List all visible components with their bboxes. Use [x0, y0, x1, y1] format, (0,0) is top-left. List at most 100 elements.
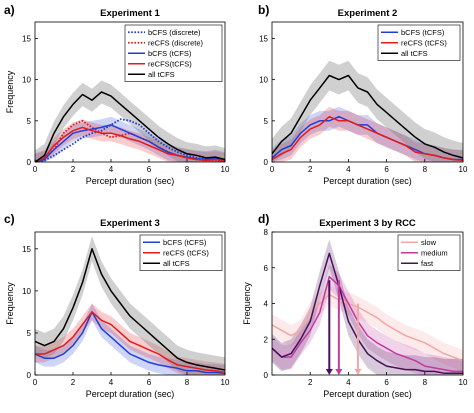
x-tick-label: 0 — [270, 165, 275, 174]
y-tick-label: 0 — [264, 158, 269, 167]
chart-title: Experiment 1 — [100, 8, 160, 19]
x-tick-label: 10 — [459, 165, 468, 174]
x-tick-label: 10 — [221, 165, 230, 174]
median-arrowhead — [335, 369, 343, 375]
x-tick-label: 10 — [459, 378, 468, 387]
series-line — [35, 311, 225, 375]
legend: bCFS (discrete)reCFS (discrete) bCFS (tCF… — [124, 24, 223, 82]
legend-label: all tCFS — [163, 259, 190, 268]
x-tick-label: 2 — [71, 378, 76, 387]
legend-box — [377, 24, 461, 61]
plot-area — [272, 239, 463, 375]
series-line — [272, 74, 463, 159]
x-axis-label: Percept duration (sec) — [86, 176, 175, 186]
series-line — [272, 275, 463, 373]
error-band — [272, 239, 463, 375]
plot-area — [272, 60, 463, 162]
x-axis-label: Percept duration (sec) — [323, 389, 412, 399]
legend-label: bCFS (tCFS) — [401, 28, 445, 37]
y-tick-label: 15 — [22, 245, 31, 254]
x-tick-label: 6 — [384, 165, 389, 174]
y-tick-label: 10 — [22, 76, 31, 85]
chart-title: Experiment 3 — [100, 218, 160, 229]
series-line — [35, 118, 225, 162]
median-arrowhead — [325, 369, 333, 375]
y-tick-label: 5 — [264, 117, 269, 126]
legend-label: medium — [421, 248, 448, 257]
y-tick-label: 0 — [264, 371, 269, 380]
x-tick-label: 6 — [147, 165, 152, 174]
chart-title: Experiment 2 — [338, 8, 398, 19]
x-tick-label: 8 — [185, 165, 190, 174]
y-axis-label: Frequency — [5, 70, 15, 113]
legend-label: reCFS(tCFS) — [148, 59, 192, 68]
y-tick-label: 6 — [264, 264, 269, 273]
legend-label: all tCFS — [401, 49, 428, 58]
axes-frame — [34, 231, 226, 376]
error-band — [35, 303, 225, 375]
legend: bCFS (tCFS)reCFS (tCFS) all tCFS — [139, 234, 223, 271]
panel-label: b) — [258, 3, 269, 17]
y-axis-label: Frequency — [242, 282, 252, 325]
x-tick-label: 4 — [109, 378, 114, 387]
median-arrowhead — [354, 369, 362, 375]
legend-box — [124, 24, 223, 82]
x-tick-label: 4 — [346, 165, 351, 174]
x-axis-label: Percept duration (sec) — [323, 176, 412, 186]
x-tick-label: 4 — [346, 378, 351, 387]
chart-panel-3: c) Experiment 3 0 2 4 6 8 10 0 5 10 15 Percept durat… — [4, 212, 230, 399]
x-tick-label: 6 — [384, 378, 389, 387]
x-tick-label: 10 — [221, 378, 230, 387]
x-tick-label: 2 — [308, 165, 313, 174]
legend-label: slow — [421, 238, 437, 247]
panel-label: a) — [4, 3, 15, 17]
plot-area — [35, 236, 225, 375]
y-tick-label: 2 — [264, 335, 269, 344]
legend-label: reCFS (discrete) — [148, 38, 204, 47]
series-line — [272, 252, 463, 374]
error-band — [35, 236, 225, 375]
x-tick-label: 8 — [423, 378, 428, 387]
legend: bCFS (tCFS)reCFS (tCFS) all tCFS — [377, 24, 461, 61]
y-tick-label: 5 — [27, 329, 32, 338]
x-tick-label: 2 — [308, 378, 313, 387]
chart-title: Experiment 3 by RCC — [319, 218, 416, 229]
legend-label: reCFS (tCFS) — [163, 248, 209, 257]
error-band — [272, 283, 463, 372]
y-tick-label: 10 — [259, 76, 268, 85]
y-tick-label: 0 — [27, 158, 32, 167]
y-tick-label: 10 — [22, 287, 31, 296]
y-tick-label: 15 — [22, 34, 31, 43]
x-tick-label: 8 — [185, 378, 190, 387]
y-axis-label: Frequency — [5, 282, 15, 325]
error-band — [35, 119, 225, 162]
series-line — [272, 115, 463, 162]
x-tick-label: 0 — [33, 378, 38, 387]
error-band — [35, 303, 225, 375]
y-tick-label: 4 — [264, 300, 269, 309]
legend-label: bCFS (tCFS) — [148, 49, 192, 58]
chart-panel-4: d) Experiment 3 by RCC 2 4 6 8 10 0 2 4 6 8 Percept … — [242, 212, 468, 399]
x-tick-label: 8 — [423, 165, 428, 174]
legend-label: all tCFS — [148, 70, 175, 79]
series-line — [35, 91, 225, 162]
legend-label: bCFS (tCFS) — [163, 238, 207, 247]
chart-panel-1: a) Experiment 1 0 2 4 6 8 10 0 5 10 15 Percept durat… — [4, 3, 230, 186]
series-line — [35, 124, 225, 162]
axes-frame — [34, 21, 226, 163]
series-line — [35, 311, 225, 374]
y-tick-label: 15 — [259, 34, 268, 43]
axes-frame — [271, 21, 464, 163]
series-line — [35, 248, 225, 371]
x-tick-label: 0 — [33, 165, 38, 174]
legend-label: fast — [421, 259, 434, 268]
series-line — [35, 126, 225, 162]
y-tick-label: 8 — [264, 228, 269, 237]
panel-label: d) — [258, 212, 269, 226]
y-tick-label: 0 — [27, 371, 32, 380]
plot-area — [35, 80, 225, 162]
x-axis-label: Percept duration (sec) — [86, 389, 175, 399]
chart-panel-2: b) Experiment 2 0 2 4 6 8 10 0 5 10 15 Percept durat… — [258, 3, 468, 186]
